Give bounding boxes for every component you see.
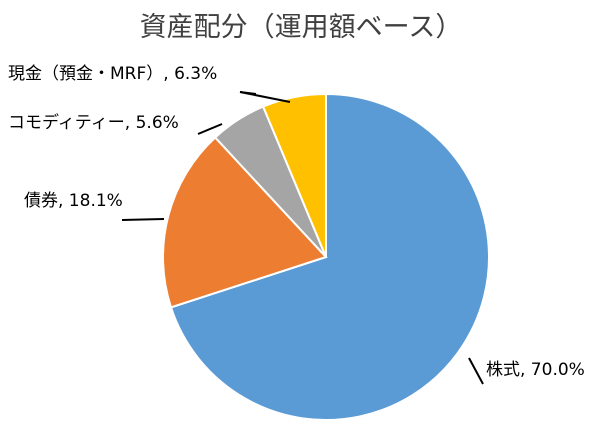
pie-slice-3 xyxy=(261,92,327,258)
slice-label-0: 株式, 70.0% xyxy=(486,360,585,380)
pie-slice-1 xyxy=(162,136,328,309)
leader-lines xyxy=(121,91,484,385)
pie-slice-0 xyxy=(169,92,490,421)
pie-slices xyxy=(162,92,490,421)
leader-line-2 xyxy=(197,123,223,135)
leader-line-0 xyxy=(468,357,484,385)
slice-label-2: コモディティー, 5.6% xyxy=(8,112,179,133)
leader-line-3 xyxy=(239,91,291,103)
slice-label-1: 債券, 18.1% xyxy=(24,191,123,211)
slice-labels: 株式, 70.0% 債券, 18.1% コモディティー, 5.6% 現金（預金・MRF… xyxy=(8,64,585,380)
leader-line-1 xyxy=(121,218,165,221)
chart-title: 資産配分（運用額ベース） xyxy=(140,12,463,43)
slice-label-3: 現金（預金・MRF）, 6.3% xyxy=(8,64,217,84)
